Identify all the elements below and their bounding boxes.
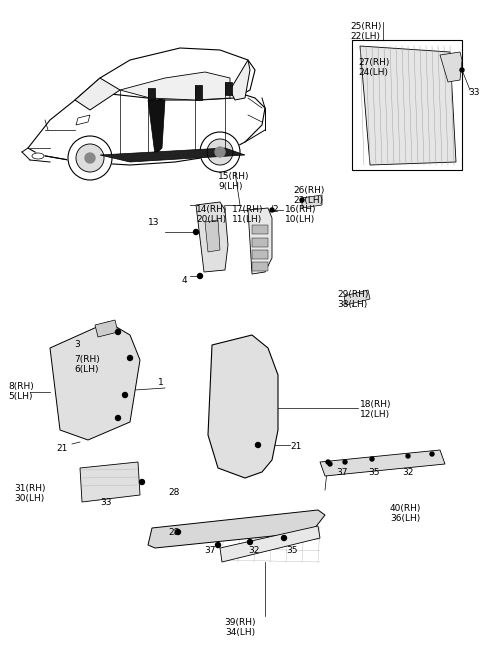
Circle shape	[176, 529, 180, 535]
Text: 21: 21	[290, 442, 301, 451]
Polygon shape	[440, 52, 462, 82]
Polygon shape	[196, 202, 228, 272]
Circle shape	[370, 457, 374, 461]
Circle shape	[270, 208, 274, 212]
Polygon shape	[75, 48, 255, 100]
Circle shape	[300, 198, 304, 202]
Bar	[352, 40, 462, 170]
Polygon shape	[360, 46, 456, 165]
Polygon shape	[80, 462, 140, 502]
Text: 27(RH)
24(LH): 27(RH) 24(LH)	[358, 58, 389, 77]
Text: 7(RH)
6(LH): 7(RH) 6(LH)	[74, 355, 100, 375]
Polygon shape	[230, 60, 250, 100]
Polygon shape	[252, 262, 268, 271]
Circle shape	[140, 480, 144, 485]
Polygon shape	[148, 88, 155, 100]
Polygon shape	[148, 510, 325, 548]
Circle shape	[343, 460, 347, 464]
Text: 15(RH)
9(LH): 15(RH) 9(LH)	[218, 172, 250, 192]
Text: 33: 33	[468, 88, 480, 97]
Text: 14(RH)
20(LH): 14(RH) 20(LH)	[196, 205, 228, 224]
Polygon shape	[302, 195, 322, 208]
Text: 32: 32	[248, 546, 259, 555]
Circle shape	[207, 139, 233, 165]
Text: 18(RH)
12(LH): 18(RH) 12(LH)	[360, 400, 392, 419]
Text: 40(RH)
36(LH): 40(RH) 36(LH)	[390, 504, 421, 523]
Text: 33: 33	[100, 498, 111, 507]
Text: 21: 21	[56, 444, 67, 453]
Text: 25(RH)
22(LH): 25(RH) 22(LH)	[350, 22, 382, 41]
Polygon shape	[75, 78, 120, 110]
Circle shape	[193, 230, 199, 234]
Polygon shape	[95, 320, 118, 337]
Ellipse shape	[32, 153, 44, 159]
Text: 31(RH)
30(LH): 31(RH) 30(LH)	[14, 484, 46, 503]
Polygon shape	[208, 335, 278, 478]
Polygon shape	[248, 208, 272, 274]
Circle shape	[68, 136, 112, 180]
Polygon shape	[148, 100, 165, 155]
Circle shape	[85, 153, 95, 163]
Text: 35: 35	[286, 546, 298, 555]
Polygon shape	[252, 238, 268, 247]
Circle shape	[215, 147, 225, 157]
Circle shape	[197, 274, 203, 279]
Polygon shape	[195, 85, 202, 100]
Polygon shape	[320, 450, 445, 476]
Text: 28: 28	[168, 528, 180, 537]
Text: 8(RH)
5(LH): 8(RH) 5(LH)	[8, 382, 34, 401]
Text: 2: 2	[272, 205, 277, 214]
Text: 4: 4	[182, 276, 188, 285]
Circle shape	[116, 415, 120, 420]
Text: 35: 35	[368, 468, 380, 477]
Text: 37: 37	[336, 468, 348, 477]
Polygon shape	[120, 72, 230, 100]
Polygon shape	[28, 86, 265, 165]
Circle shape	[328, 462, 332, 466]
Circle shape	[248, 539, 252, 544]
Circle shape	[255, 443, 261, 447]
Text: 32: 32	[402, 468, 413, 477]
Polygon shape	[100, 148, 245, 162]
Polygon shape	[76, 115, 90, 125]
Circle shape	[116, 329, 120, 335]
Polygon shape	[225, 82, 232, 95]
Text: 16(RH)
10(LH): 16(RH) 10(LH)	[285, 205, 316, 224]
Text: 3: 3	[74, 340, 80, 349]
Text: 1: 1	[158, 378, 164, 387]
Circle shape	[406, 454, 410, 458]
Polygon shape	[252, 225, 268, 234]
Text: 13: 13	[148, 218, 159, 227]
Circle shape	[281, 535, 287, 541]
Circle shape	[122, 392, 128, 398]
Circle shape	[326, 460, 330, 464]
Polygon shape	[220, 526, 320, 562]
Circle shape	[460, 68, 464, 72]
Text: 37: 37	[204, 546, 216, 555]
Text: 39(RH)
34(LH): 39(RH) 34(LH)	[224, 618, 256, 638]
Circle shape	[216, 543, 220, 548]
Text: 28: 28	[168, 488, 180, 497]
Polygon shape	[205, 220, 220, 252]
Text: 26(RH)
23(LH): 26(RH) 23(LH)	[293, 186, 324, 205]
Text: 17(RH)
11(LH): 17(RH) 11(LH)	[232, 205, 264, 224]
Polygon shape	[50, 322, 140, 440]
Polygon shape	[344, 290, 370, 305]
Circle shape	[200, 132, 240, 172]
Circle shape	[430, 452, 434, 456]
Circle shape	[128, 356, 132, 361]
Polygon shape	[252, 250, 268, 259]
Circle shape	[76, 144, 104, 172]
Text: 29(RH)
38(LH): 29(RH) 38(LH)	[337, 290, 368, 310]
